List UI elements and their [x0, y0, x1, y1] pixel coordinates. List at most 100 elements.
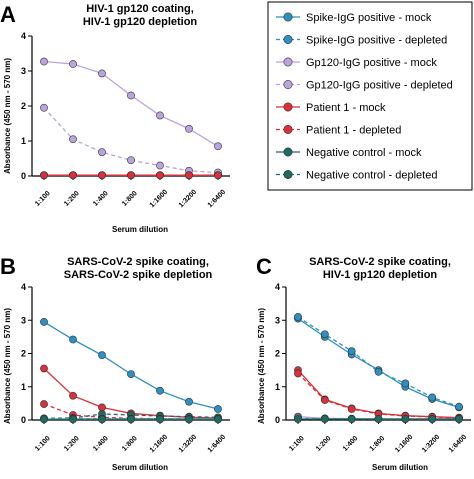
panel-b-x-tick-label: 1:400	[92, 435, 110, 453]
panel-a-series-patient-1-depleted-point	[69, 171, 77, 180]
panel-b-x-tick-label: 1:6400	[207, 434, 227, 454]
legend-item-negative-control-mock-marker	[283, 147, 293, 157]
panel-b-series-negative-control-mock-point	[127, 415, 135, 424]
panel-a-y-tick-label: 2	[21, 101, 26, 111]
panel-a-series-patient-1-depleted-point	[127, 171, 135, 180]
legend-item-spike-igg-positive-depleted-marker	[283, 34, 293, 44]
legend-item-negative-control-mock-label: Negative control - mock	[306, 147, 422, 159]
panel-c-y-tick-label: 1	[275, 382, 280, 392]
panel-c-series-spike-igg-positive-depleted-point	[374, 367, 383, 376]
legend: Spike-IgG positive - mock Spike-IgG posit…	[267, 1, 473, 191]
panel-a-plot: 0 1 2 3 4 1:100 1:200 1:400 1:800 1:1600 1:3200 1:6…	[21, 31, 230, 209]
panel-letter-b: B	[0, 254, 16, 279]
panel-c-plot: 0 1 2 3 4 1:100 1:200 1:400 1:800 1:1600 1:3200 1:6…	[275, 282, 471, 454]
panel-b-x-tick-label: 1:3200	[178, 434, 198, 454]
legend-item-patient-1-mock-marker	[283, 102, 293, 112]
panel-b-x-tick-label: 1:1600	[149, 434, 169, 454]
panel-c: C SARS-CoV-2 spike coating, HIV-1 gp120 …	[256, 254, 471, 472]
panel-a-series-gp120-igg-positive-mock-point	[185, 124, 193, 133]
panel-c-series-spike-igg-positive-depleted-line	[297, 316, 460, 408]
panel-b-series-patient-1-depleted-point	[40, 400, 48, 408]
panel-b-series-negative-control-mock-point	[185, 415, 193, 424]
panel-c-ylabel: Absorbance (450 nm - 570 nm)	[257, 308, 266, 424]
panel-b-series-negative-control-mock-point	[98, 415, 106, 424]
panel-b-x-tick-label: 1:100	[34, 435, 52, 453]
panel-b-y-tick-label: 4	[21, 282, 26, 292]
panel-b-series-spike-igg-positive-mock-point	[98, 351, 106, 360]
panel-a-x-tick-label: 1:800	[121, 190, 139, 208]
panel-c-series-spike-igg-positive-depleted-point	[294, 313, 302, 321]
panel-a-series-patient-1-depleted-point	[185, 171, 193, 180]
panel-c-y-tick-label: 4	[275, 282, 280, 292]
panel-c-series-spike-igg-positive-depleted-point	[401, 379, 410, 388]
panel-a-series-gp120-igg-positive-mock-point	[214, 142, 222, 151]
panel-c-xlabel: Serum dilution	[372, 463, 428, 472]
panel-c-x-tick-label: 1:400	[342, 435, 360, 453]
panel-b-series-patient-1-mock-point	[98, 403, 106, 412]
panel-b-y-tick-label: 1	[21, 382, 26, 392]
panel-a-series-gp120-igg-positive-mock-point	[127, 91, 135, 100]
panel-a-x-tick-label: 1:400	[92, 190, 110, 208]
panel-b-ylabel: Absorbance (450 nm - 570 nm)	[3, 308, 12, 424]
panel-a-series-patient-1-depleted-point	[98, 171, 106, 180]
panel-c-y-tick-label: 3	[275, 315, 280, 325]
panel-b-series-spike-igg-positive-mock-point	[156, 386, 164, 395]
panel-b-x-tick-label: 1:200	[63, 435, 81, 453]
panel-c-series-spike-igg-positive-depleted-point	[347, 347, 356, 356]
panel-c-series-negative-control-depleted-point	[320, 415, 329, 423]
panel-c-x-tick-label: 1:6400	[448, 434, 468, 454]
panel-c-series-negative-control-depleted-point	[401, 415, 410, 423]
legend-item-patient-1-depleted-label: Patient 1 - depleted	[306, 125, 401, 137]
panel-a-series-patient-1-depleted-point	[156, 171, 164, 180]
panel-a-series-gp120-igg-positive-depleted-point	[40, 103, 48, 112]
panel-a-series-gp120-igg-positive-mock-point	[156, 111, 164, 120]
panel-b-series-negative-control-mock-point	[156, 415, 164, 424]
legend-item-spike-igg-positive-mock-marker	[283, 12, 293, 22]
panel-c-series-spike-igg-positive-depleted-point	[428, 393, 437, 402]
panel-b: B SARS-CoV-2 spike coating, SARS-CoV-2 s…	[0, 254, 230, 472]
legend-item-negative-control-depleted-marker	[283, 170, 293, 180]
panel-c-x-tick-label: 1:100	[288, 435, 306, 453]
panel-a-x-tick-label: 1:100	[34, 190, 52, 208]
panel-b-xlabel: Serum dilution	[112, 463, 168, 472]
panel-letter-c: C	[256, 254, 272, 279]
panel-c-y-tick-label: 2	[275, 349, 280, 359]
panel-c-title-line1: SARS-CoV-2 spike coating,	[309, 256, 451, 268]
legend-item-gp120-igg-positive-depleted-marker	[283, 80, 293, 90]
panel-b-series-spike-igg-positive-mock-point	[214, 405, 222, 413]
panel-c-series-negative-control-depleted-point	[294, 415, 302, 423]
panel-c-series-spike-igg-positive-depleted-point	[320, 330, 329, 339]
panel-c-x-tick-label: 1:800	[369, 435, 387, 453]
panel-a-y-tick-label: 3	[21, 66, 26, 76]
legend-item-spike-igg-positive-depleted-label: Spike-IgG positive - depleted	[306, 35, 447, 47]
panel-a-series-gp120-igg-positive-mock-point	[69, 60, 77, 68]
panel-b-series-spike-igg-positive-mock-point	[127, 370, 135, 379]
panel-a-x-tick-label: 1:1600	[149, 189, 169, 209]
panel-b-series-spike-igg-positive-mock-point	[69, 335, 77, 344]
panel-c-series-patient-1-depleted-point	[347, 405, 356, 413]
panel-a-series-patient-1-depleted-point	[40, 171, 48, 180]
panel-a-series-patient-1-depleted-point	[214, 171, 222, 180]
panel-c-y-tick-label: 0	[275, 415, 280, 425]
panel-c-x-tick-label: 1:1600	[394, 434, 414, 454]
legend-items: Spike-IgG positive - mock Spike-IgG posit…	[276, 12, 453, 182]
panel-b-x-tick-label: 1:800	[121, 435, 139, 453]
panel-a-series-gp120-igg-positive-mock-point	[98, 69, 106, 78]
panel-b-series-spike-igg-positive-mock-point	[185, 397, 193, 406]
panel-b-y-tick-label: 2	[21, 349, 26, 359]
panel-c-title-line2: HIV-1 gp120 depletion	[323, 269, 438, 281]
panel-c-x-tick-label: 1:200	[315, 435, 333, 453]
panel-a-y-tick-label: 4	[21, 31, 26, 41]
panel-a: A HIV-1 gp120 coating, HIV-1 gp120 deple…	[0, 2, 230, 234]
panel-a-x-tick-label: 1:200	[63, 190, 81, 208]
legend-item-patient-1-depleted-marker	[283, 125, 293, 135]
panel-b-y-tick-label: 0	[21, 415, 26, 425]
panel-c-series-negative-control-depleted-point	[374, 415, 383, 423]
legend-item-gp120-igg-positive-mock-label: Gp120-IgG positive - mock	[306, 57, 437, 69]
panel-c-series-patient-1-depleted-point	[294, 369, 302, 378]
panel-b-y-tick-label: 3	[21, 315, 26, 325]
panel-a-y-tick-label: 0	[21, 171, 26, 181]
legend-item-patient-1-mock-label: Patient 1 - mock	[306, 102, 386, 114]
panel-b-plot: 0 1 2 3 4 1:100 1:200 1:400 1:800 1:1600 1:3200 1:6…	[21, 282, 230, 454]
panel-a-x-tick-label: 1:3200	[178, 189, 198, 209]
